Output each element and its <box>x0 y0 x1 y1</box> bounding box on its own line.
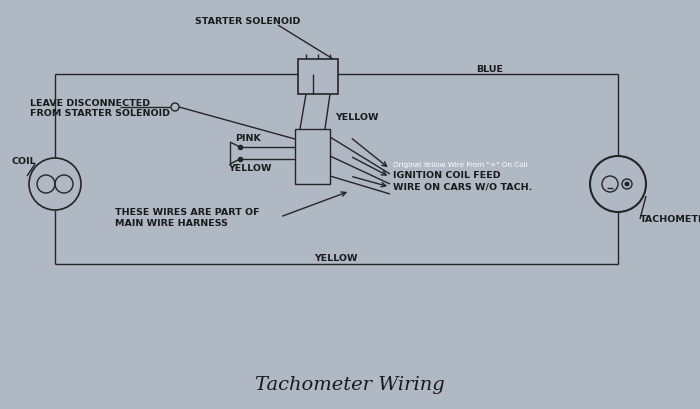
Text: YELLOW: YELLOW <box>228 164 272 173</box>
Text: THESE WIRES ARE PART OF: THESE WIRES ARE PART OF <box>115 208 260 217</box>
Text: FROM STARTER SOLENOID: FROM STARTER SOLENOID <box>30 108 170 117</box>
Bar <box>298 60 338 95</box>
Text: TACHOMETER: TACHOMETER <box>640 215 700 224</box>
Text: STARTER SOLENOID: STARTER SOLENOID <box>195 18 300 27</box>
Text: Tachometer Wiring: Tachometer Wiring <box>255 375 445 393</box>
Text: YELLOW: YELLOW <box>335 113 379 122</box>
Text: BLUE: BLUE <box>477 64 503 73</box>
Bar <box>295 130 330 184</box>
Text: YELLOW: YELLOW <box>314 254 358 263</box>
Text: COIL: COIL <box>12 157 36 166</box>
Circle shape <box>624 182 629 187</box>
Text: PINK: PINK <box>235 134 260 143</box>
Text: LEAVE DISCONNECTED: LEAVE DISCONNECTED <box>30 98 150 107</box>
Text: IGNITION COIL FEED: IGNITION COIL FEED <box>393 171 500 180</box>
Text: Original Yellow Wire From "+" On Coil: Original Yellow Wire From "+" On Coil <box>393 162 528 168</box>
Text: MAIN WIRE HARNESS: MAIN WIRE HARNESS <box>115 219 228 228</box>
Text: WIRE ON CARS W/O TACH.: WIRE ON CARS W/O TACH. <box>393 182 533 191</box>
